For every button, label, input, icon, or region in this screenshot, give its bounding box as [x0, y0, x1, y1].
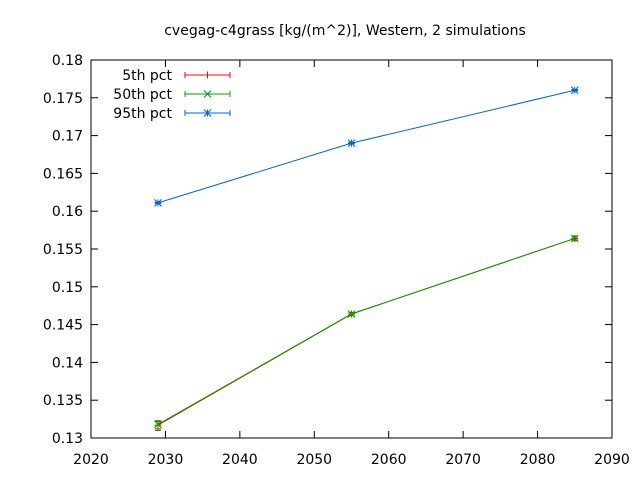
y-tick-label: 0.18 [52, 53, 83, 69]
legend-item: 5th pct [122, 68, 231, 84]
legend-marker [203, 90, 212, 98]
y-tick-label: 0.14 [52, 355, 83, 371]
legend: 5th pct 50th pct 95th pct [113, 68, 231, 122]
series-3 [154, 86, 579, 207]
legend-label: 50th pct [113, 87, 172, 103]
x-tick-label: 2040 [222, 452, 258, 468]
y-tick-label: 0.13 [52, 431, 83, 447]
series-line [157, 237, 575, 426]
legend-marker [203, 109, 212, 117]
series-1 [154, 234, 579, 430]
data-point [154, 420, 162, 429]
y-tick-label: 0.135 [43, 393, 83, 409]
data-point [154, 199, 162, 207]
y-tick-label: 0.17 [52, 129, 83, 145]
data-point [347, 139, 356, 148]
x-tick-label: 2050 [296, 452, 332, 468]
data-point [570, 86, 579, 95]
y-tick-label: 0.16 [52, 204, 83, 220]
legend-marker [204, 71, 211, 79]
y-tick-label: 0.165 [43, 166, 83, 182]
x-tick-label: 2030 [148, 452, 184, 468]
y-tick-label: 0.155 [43, 242, 83, 258]
x-tick-label: 2020 [73, 452, 109, 468]
x-tick-label: 2070 [445, 452, 481, 468]
data-point [570, 234, 579, 243]
legend-item: 95th pct [113, 106, 231, 122]
legend-label: 5th pct [122, 68, 172, 84]
legend-item: 50th pct [113, 87, 231, 103]
series-2 [154, 234, 579, 431]
series-line [157, 237, 575, 425]
x-tick-label: 2090 [594, 452, 630, 468]
series-layer [154, 86, 579, 431]
y-tick-label: 0.145 [43, 318, 83, 334]
series-line [157, 89, 575, 204]
chart-title: cvegag-c4grass [kg/(m^2)], Western, 2 si… [164, 23, 526, 39]
axes: 0.13 0.135 0.14 0.145 0.15 0.155 0.16 0.165 0.17… [43, 53, 630, 468]
legend-label: 95th pct [113, 106, 172, 122]
x-tick-label: 2080 [520, 452, 556, 468]
y-tick-label: 0.15 [52, 280, 83, 296]
y-tick-label: 0.175 [43, 91, 83, 107]
x-tick-label: 2060 [371, 452, 407, 468]
data-point [347, 310, 356, 318]
